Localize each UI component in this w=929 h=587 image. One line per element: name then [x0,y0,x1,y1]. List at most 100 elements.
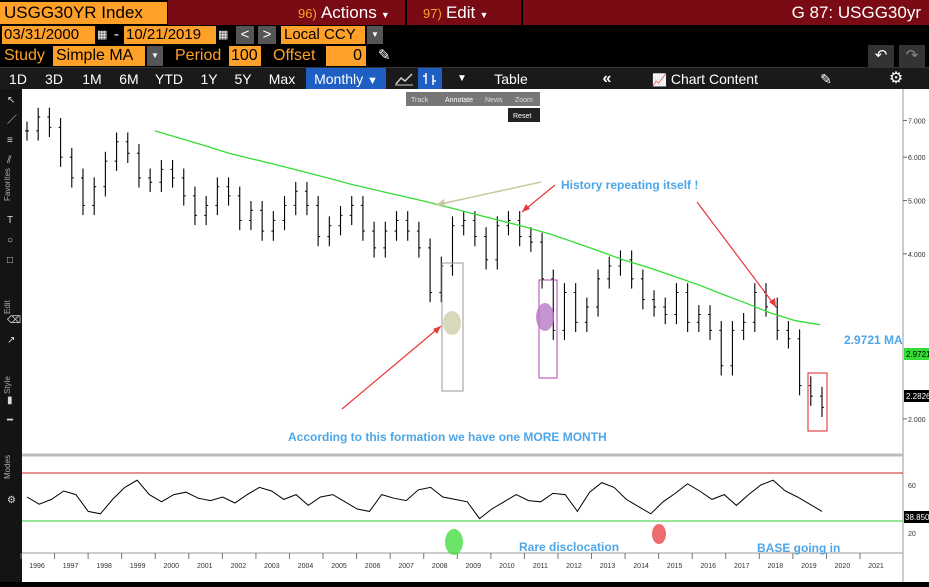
arrow-history-right-head [769,298,776,307]
edit-menu-label: Edit [445,3,476,22]
actions-menu[interactable]: 96) Actions ▼ [290,0,405,25]
tab-1d[interactable]: 1D [9,71,27,87]
track-button[interactable]: Track [411,97,429,104]
offset-input[interactable]: 0 [326,46,366,66]
circle-tool-icon[interactable]: ○ [7,235,13,246]
moving-average-line [154,130,821,326]
zoom-button[interactable]: Zoom [515,97,533,104]
next-period-button[interactable]: > [258,26,276,44]
price-y-tick-label: 6.000 [908,155,926,162]
page-code: G 87: USGG30yr [523,0,929,25]
chevron-down-icon[interactable]: ▼ [367,26,383,44]
dislocation-circle-2014 [652,524,666,544]
ma-last-badge-text: 2.9721 [906,350,929,359]
reset-button-bg [508,108,540,122]
axis-badges: 2.9721 2.2826 38.8509 [904,348,929,523]
redo-icon[interactable]: ↷ [899,45,925,67]
period-tabs: 1D 3D 1M 6M YTD 1Y 5Y Max Monthly ▼ ▼ Ta… [0,67,929,90]
chevron-down-icon[interactable]: ▼ [147,46,163,66]
arrow-history-right [696,201,777,308]
fib-icon[interactable]: ≡ [7,135,13,146]
undo-icon[interactable]: ↶ [868,45,894,67]
tab-6m[interactable]: 6M [119,71,139,87]
currency-select[interactable]: Local CCY [281,26,365,44]
annotation-ma-value: 2.9721 MA [844,333,903,347]
channel-icon[interactable]: ⫽ [6,155,12,166]
text-tool-icon[interactable]: T [7,215,13,226]
study-select[interactable]: Simple MA [53,46,145,66]
tab-max[interactable]: Max [268,71,296,87]
chart-toolbar: Track Annotate News Zoom Reset [406,92,540,122]
chevron-down-icon: ▼ [380,10,390,20]
eraser-icon[interactable]: ⌫ [7,315,21,326]
price-y-tick-label: 4.000 [908,252,926,259]
gear-icon[interactable]: ⚙ [888,70,904,87]
left-toolstrip [0,89,22,582]
x-axis-tick-label: 2018 [768,563,784,570]
tab-5y[interactable]: 5Y [234,71,252,87]
ma-last-badge [904,348,929,360]
period-label: Period [175,47,222,64]
oscillator-series [22,472,903,522]
news-button[interactable]: News [485,97,503,104]
tab-1y[interactable]: 1Y [200,71,218,87]
price-y-tick-label: 5.000 [908,199,926,206]
annotation-history: History repeating itself ! [561,178,698,192]
chart-toolbar-bg [406,92,540,106]
period-input[interactable]: 100 [229,46,261,66]
annotation-formation: According to this formation we have one … [288,430,607,444]
end-date-input[interactable]: 10/21/2019 [124,26,216,44]
calendar-icon[interactable]: ▦ [97,29,108,41]
x-axis-tick-label: 2001 [197,563,213,570]
bar-chart-icon[interactable] [418,68,442,90]
range-separator: - [114,26,119,43]
x-axis-tick-label: 2008 [432,563,448,570]
collapse-icon[interactable]: « [602,70,612,87]
x-axis-tick-label: 2007 [398,563,414,570]
start-date-input[interactable]: 03/31/2000 [2,26,95,44]
side-label-style: Style [3,376,12,394]
tab-ytd[interactable]: YTD [155,71,183,87]
rect-tool-icon[interactable]: □ [7,255,13,266]
arrow-history-mid-head [522,204,530,212]
ohlc-bar-icon-glyph [423,73,436,85]
chart-content-button[interactable]: 📈 Chart Content [642,68,768,90]
pencil-icon[interactable]: ✎ [378,47,391,64]
right-axis-strip [903,89,929,582]
x-axis-tick-label: 2013 [600,563,616,570]
edit-chart-icon[interactable]: ✎ [820,71,832,87]
cursor-icon[interactable]: ↖ [7,95,15,106]
annotate-button[interactable]: Annotate [445,97,473,104]
x-axis-tick-label: 2004 [298,563,314,570]
line-style-icon[interactable]: ━ [6,415,14,426]
chevron-down-icon[interactable]: ▼ [457,73,467,84]
chart-area: ↖ ／ ≡ ⫽ T ○ □ ⌫ ↗ ▮ ━ ⚙ Favorites Edit S… [0,89,929,582]
arrow-tool-icon[interactable]: ↗ [7,335,15,346]
tab-1m[interactable]: 1M [82,71,102,87]
ticker-field[interactable]: USGG30YR Index [0,2,167,24]
frequency-select[interactable]: Monthly ▼ [306,68,386,90]
frequency-label: Monthly [314,71,364,87]
line-chart-icon[interactable] [392,68,416,90]
reset-button[interactable]: Reset [513,113,531,120]
draw-line-icon[interactable]: ／ [7,114,17,126]
settings-gear-icon[interactable]: ⚙ [7,495,16,506]
x-axis-tick-label: 2000 [163,563,179,570]
price-last-badge [904,390,929,402]
actions-menu-number: 96) [298,6,317,21]
x-axis-tick-label: 2014 [633,563,649,570]
chevron-down-icon: ▼ [479,10,489,20]
calendar-icon[interactable]: ▦ [218,29,229,41]
table-button[interactable]: Table [494,71,528,87]
tab-3d[interactable]: 3D [45,71,63,87]
x-axis-tick-label: 2019 [801,563,817,570]
header-spacer [168,0,290,25]
study-label: Study [4,47,45,64]
color-icon[interactable]: ▮ [7,395,13,406]
side-label-modes: Modes [3,455,12,479]
toolstrip-icons: ↖ ／ ≡ ⫽ T ○ □ ⌫ ↗ ▮ ━ ⚙ [6,95,21,506]
edit-menu[interactable]: 97) Edit ▼ [407,0,521,25]
prev-period-button[interactable]: < [236,26,254,44]
oscillator-line [26,479,823,520]
annotation-base: BASE going in [757,541,840,555]
